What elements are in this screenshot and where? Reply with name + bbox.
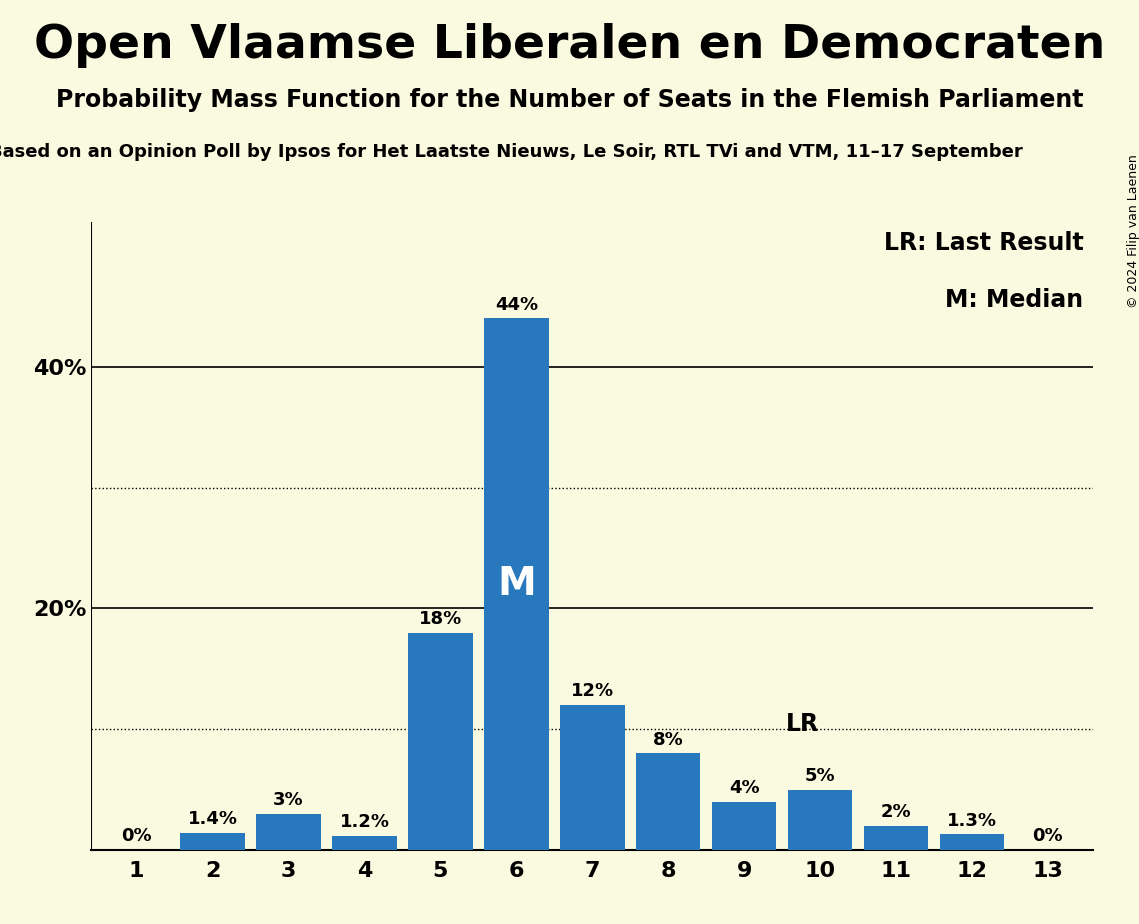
Text: 8%: 8% [653, 731, 683, 748]
Text: 2%: 2% [880, 803, 911, 821]
Bar [408, 633, 473, 850]
Text: LR: Last Result: LR: Last Result [884, 231, 1083, 255]
Text: 1.2%: 1.2% [339, 813, 390, 831]
Bar [788, 790, 852, 850]
Text: 5%: 5% [805, 767, 835, 784]
Bar [712, 802, 777, 850]
Text: Based on an Opinion Poll by Ipsos for Het Laatste Nieuws, Le Soir, RTL TVi and V: Based on an Opinion Poll by Ipsos for He… [0, 143, 1023, 161]
Text: M: Median: M: Median [945, 287, 1083, 311]
Text: Open Vlaamse Liberalen en Democraten: Open Vlaamse Liberalen en Democraten [34, 23, 1105, 68]
Text: © 2024 Filip van Laenen: © 2024 Filip van Laenen [1126, 154, 1139, 308]
Bar [256, 814, 321, 850]
Text: 0%: 0% [1033, 827, 1063, 845]
Bar [180, 833, 245, 850]
Text: 18%: 18% [419, 610, 462, 627]
Text: 3%: 3% [273, 791, 304, 809]
Text: Probability Mass Function for the Number of Seats in the Flemish Parliament: Probability Mass Function for the Number… [56, 88, 1083, 112]
Text: 4%: 4% [729, 779, 760, 796]
Bar [484, 319, 549, 850]
Text: 1.4%: 1.4% [188, 810, 238, 828]
Text: 12%: 12% [571, 682, 614, 700]
Text: 1.3%: 1.3% [947, 811, 997, 830]
Text: 0%: 0% [122, 827, 151, 845]
Bar [333, 835, 396, 850]
Bar [636, 753, 700, 850]
Bar [863, 826, 928, 850]
Text: M: M [497, 565, 535, 603]
Bar [560, 705, 624, 850]
Text: 44%: 44% [494, 296, 538, 313]
Text: LR: LR [786, 712, 819, 736]
Bar [940, 834, 1005, 850]
